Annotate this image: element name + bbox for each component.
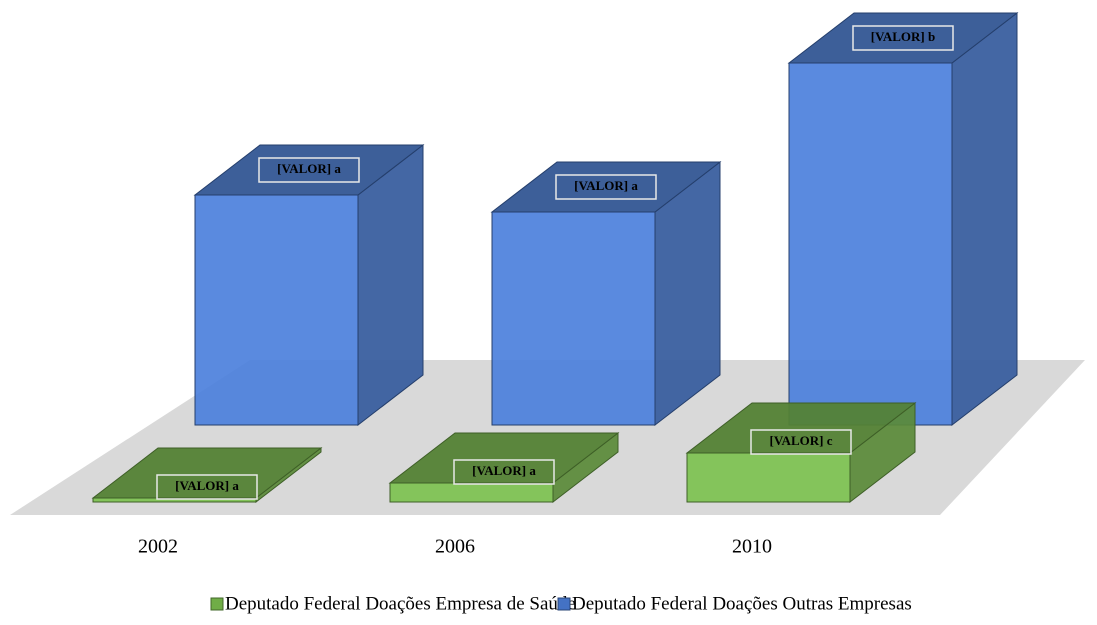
bar (389, 482, 554, 503)
bar (788, 62, 953, 426)
legend-label: Deputado Federal Doações Empresa de Saúd… (225, 593, 576, 614)
bar (686, 452, 851, 503)
bar-side (951, 11, 1018, 427)
x-tick-label: 2010 (732, 536, 772, 558)
legend-swatch (210, 597, 224, 611)
legend-swatch (557, 597, 571, 611)
value-label: [VALOR] b (871, 29, 935, 44)
value-label: [VALOR] a (574, 178, 638, 193)
x-tick-label: 2002 (138, 536, 178, 558)
value-label: [VALOR] a (277, 161, 341, 176)
value-label: [VALOR] a (472, 463, 536, 478)
value-label-box (453, 459, 555, 485)
x-tick-label: 2006 (435, 536, 475, 558)
value-label-box (258, 157, 360, 183)
value-label-box (156, 474, 258, 500)
legend-label: Deputado Federal Doações Outras Empresas (572, 593, 912, 614)
value-label: [VALOR] c (770, 433, 833, 448)
value-label-box (750, 429, 852, 455)
bar (194, 194, 359, 426)
value-label: [VALOR] a (175, 478, 239, 493)
value-label-box (852, 25, 954, 51)
value-label-box (555, 174, 657, 200)
bar (491, 211, 656, 426)
